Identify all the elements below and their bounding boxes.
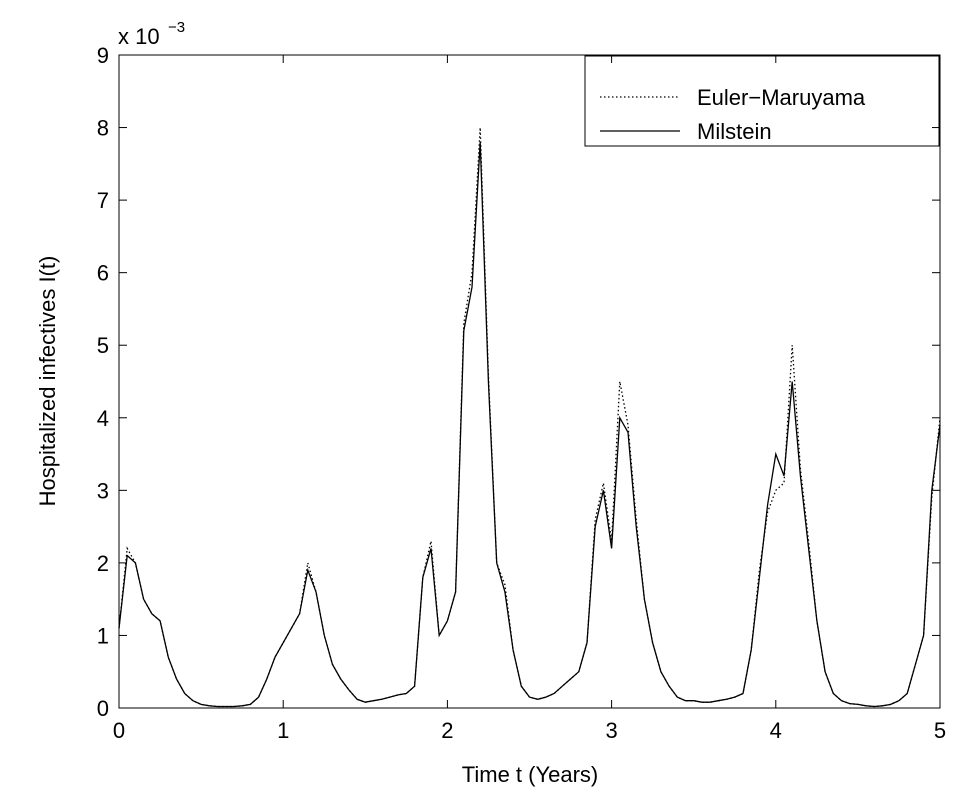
series-line <box>118 127 941 708</box>
y-tick-label: 8 <box>97 116 109 141</box>
x-tick-label: 2 <box>441 718 453 743</box>
y-tick-label: 6 <box>97 261 109 286</box>
x-tick-label: 1 <box>277 718 289 743</box>
y-tick-label: 7 <box>97 188 109 213</box>
y-tick-label: 1 <box>97 623 109 648</box>
x-tick-label: 5 <box>934 718 946 743</box>
y-tick-label: 3 <box>97 478 109 503</box>
y-tick-label: 9 <box>97 43 109 68</box>
plot-frame <box>118 54 941 709</box>
y-scale-exponent: −3 <box>168 19 185 36</box>
series-line <box>118 142 941 708</box>
legend-label: Euler−Maruyama <box>697 85 866 110</box>
y-tick-label: 2 <box>97 551 109 576</box>
y-tick-label: 5 <box>97 333 109 358</box>
y-tick-label: 0 <box>97 696 109 721</box>
legend-label: Milstein <box>697 119 772 144</box>
y-scale-base: x 10 <box>118 24 160 49</box>
x-tick-label: 3 <box>605 718 617 743</box>
x-axis-label: Time t (Years) <box>462 762 599 787</box>
y-tick-label: 4 <box>97 406 109 431</box>
y-axis-label: Hospitalized infectives I(t) <box>35 256 60 507</box>
x-tick-label: 4 <box>770 718 782 743</box>
x-tick-label: 0 <box>113 718 125 743</box>
